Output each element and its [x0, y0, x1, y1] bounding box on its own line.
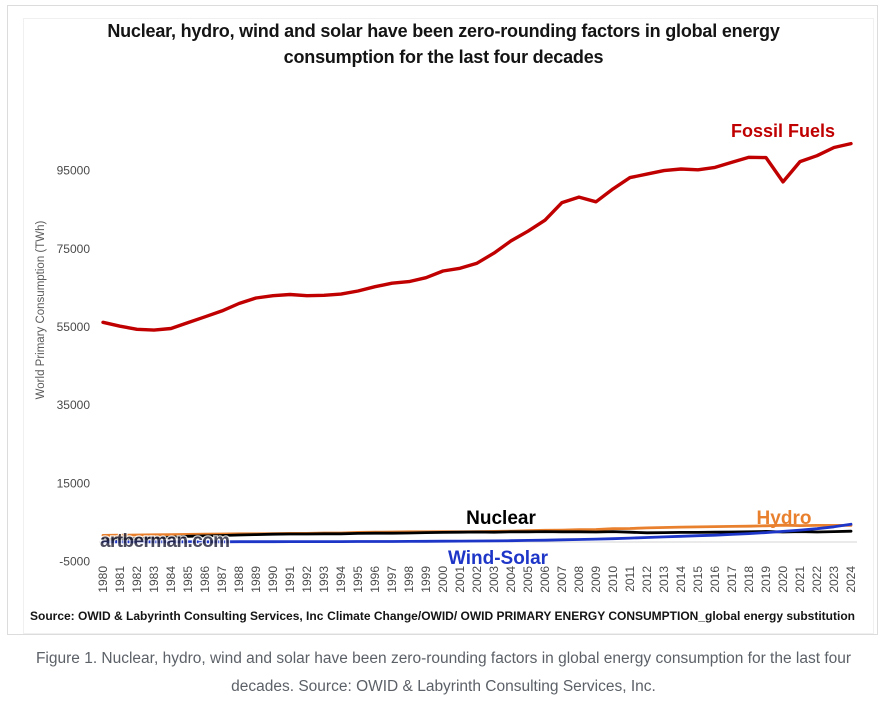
watermark: artberman.com — [100, 531, 229, 552]
x-tick-label: 1994 — [334, 566, 348, 593]
x-tick-label: 2015 — [691, 566, 705, 593]
x-axis-ticks: 1980 1981 1982 1983 1984 1985 1986 1987 1988 1989… — [96, 566, 858, 593]
x-tick-label: 2013 — [657, 566, 671, 593]
x-tick-label: 1980 — [96, 566, 110, 593]
x-tick-label: 1997 — [385, 566, 399, 593]
x-tick-label: 1981 — [113, 566, 127, 593]
x-tick-label: 1991 — [283, 566, 297, 593]
x-tick-label: 2023 — [827, 566, 841, 593]
x-tick-label: 2010 — [606, 566, 620, 593]
y-tick-label: -5000 — [59, 555, 90, 569]
x-tick-label: 2004 — [504, 566, 518, 593]
x-tick-label: 2007 — [555, 566, 569, 593]
x-tick-label: 1984 — [164, 566, 178, 593]
x-tick-label: 2009 — [589, 566, 603, 593]
figure-caption: Figure 1. Nuclear, hydro, wind and solar… — [0, 645, 887, 701]
x-tick-label: 2016 — [708, 566, 722, 593]
chart-title: Nuclear, hydro, wind and solar have been… — [8, 18, 879, 70]
x-tick-label: 1989 — [249, 566, 263, 593]
x-tick-label: 2012 — [640, 566, 654, 593]
x-tick-label: 1988 — [232, 566, 246, 593]
x-tick-label: 2003 — [487, 566, 501, 593]
x-tick-label: 1995 — [351, 566, 365, 593]
x-tick-label: 2019 — [759, 566, 773, 593]
y-axis-ticks: 95000 75000 55000 35000 15000 -5000 — [57, 164, 91, 569]
x-tick-label: 1992 — [300, 566, 314, 593]
x-tick-label: 2022 — [810, 566, 824, 593]
x-tick-label: 2021 — [793, 566, 807, 593]
y-tick-label: 15000 — [57, 476, 91, 490]
x-tick-label: 1986 — [198, 566, 212, 593]
figure-caption-line2: decades. Source: OWID & Labyrinth Consul… — [231, 678, 656, 695]
chart-title-line1: Nuclear, hydro, wind and solar have been… — [107, 21, 780, 41]
x-tick-label: 2000 — [436, 566, 450, 593]
source-note: Source: OWID & Labyrinth Consulting Serv… — [30, 609, 324, 623]
series-lines — [101, 141, 853, 544]
x-tick-label: 1993 — [317, 566, 331, 593]
y-tick-label: 95000 — [57, 164, 91, 178]
x-tick-label: 1998 — [402, 566, 416, 593]
x-tick-label: 2006 — [538, 566, 552, 593]
data-reference-note: Climate Change/OWID/ OWID PRIMARY ENERGY… — [327, 609, 855, 623]
chart-title-line2: consumption for the last four decades — [283, 47, 604, 67]
x-tick-label: 1985 — [181, 566, 195, 593]
x-tick-label: 2020 — [776, 566, 790, 593]
y-tick-label: 55000 — [57, 320, 91, 334]
series-line-wind-solar — [101, 522, 853, 544]
x-tick-label: 2005 — [521, 566, 535, 593]
figure-inner-border — [23, 18, 874, 634]
x-tick-label: 2024 — [844, 566, 858, 593]
x-tick-label: 2018 — [742, 566, 756, 593]
x-tick-label: 1987 — [215, 566, 229, 593]
y-tick-label: 75000 — [57, 242, 91, 256]
x-tick-label: 1982 — [130, 566, 144, 593]
x-tick-label: 2017 — [725, 566, 739, 593]
x-tick-label: 1983 — [147, 566, 161, 593]
x-tick-label: 2002 — [470, 566, 484, 593]
series-label-nuclear: Nuclear — [466, 508, 536, 529]
series-line-nuclear — [101, 529, 853, 541]
series-line-fossil-fuels — [101, 141, 853, 332]
series-label-fossil-fuels: Fossil Fuels — [731, 121, 835, 141]
y-tick-label: 35000 — [57, 398, 91, 412]
series-label-wind-solar: Wind-Solar — [448, 548, 549, 569]
series-label-hydro: Hydro — [757, 508, 812, 529]
x-tick-label: 2014 — [674, 566, 688, 593]
x-tick-label: 2001 — [453, 566, 467, 593]
figure-card — [7, 5, 878, 635]
x-tick-label: 1999 — [419, 566, 433, 593]
y-axis-title: World Primary Consumption (TWh) — [35, 220, 47, 399]
x-tick-label: 2011 — [623, 566, 637, 592]
x-tick-label: 2008 — [572, 566, 586, 593]
x-tick-label: 1990 — [266, 566, 280, 593]
footer-row: Source: OWID & Labyrinth Consulting Serv… — [16, 609, 865, 623]
x-tick-label: 1996 — [368, 566, 382, 593]
figure-caption-line1: Figure 1. Nuclear, hydro, wind and solar… — [35, 650, 852, 667]
